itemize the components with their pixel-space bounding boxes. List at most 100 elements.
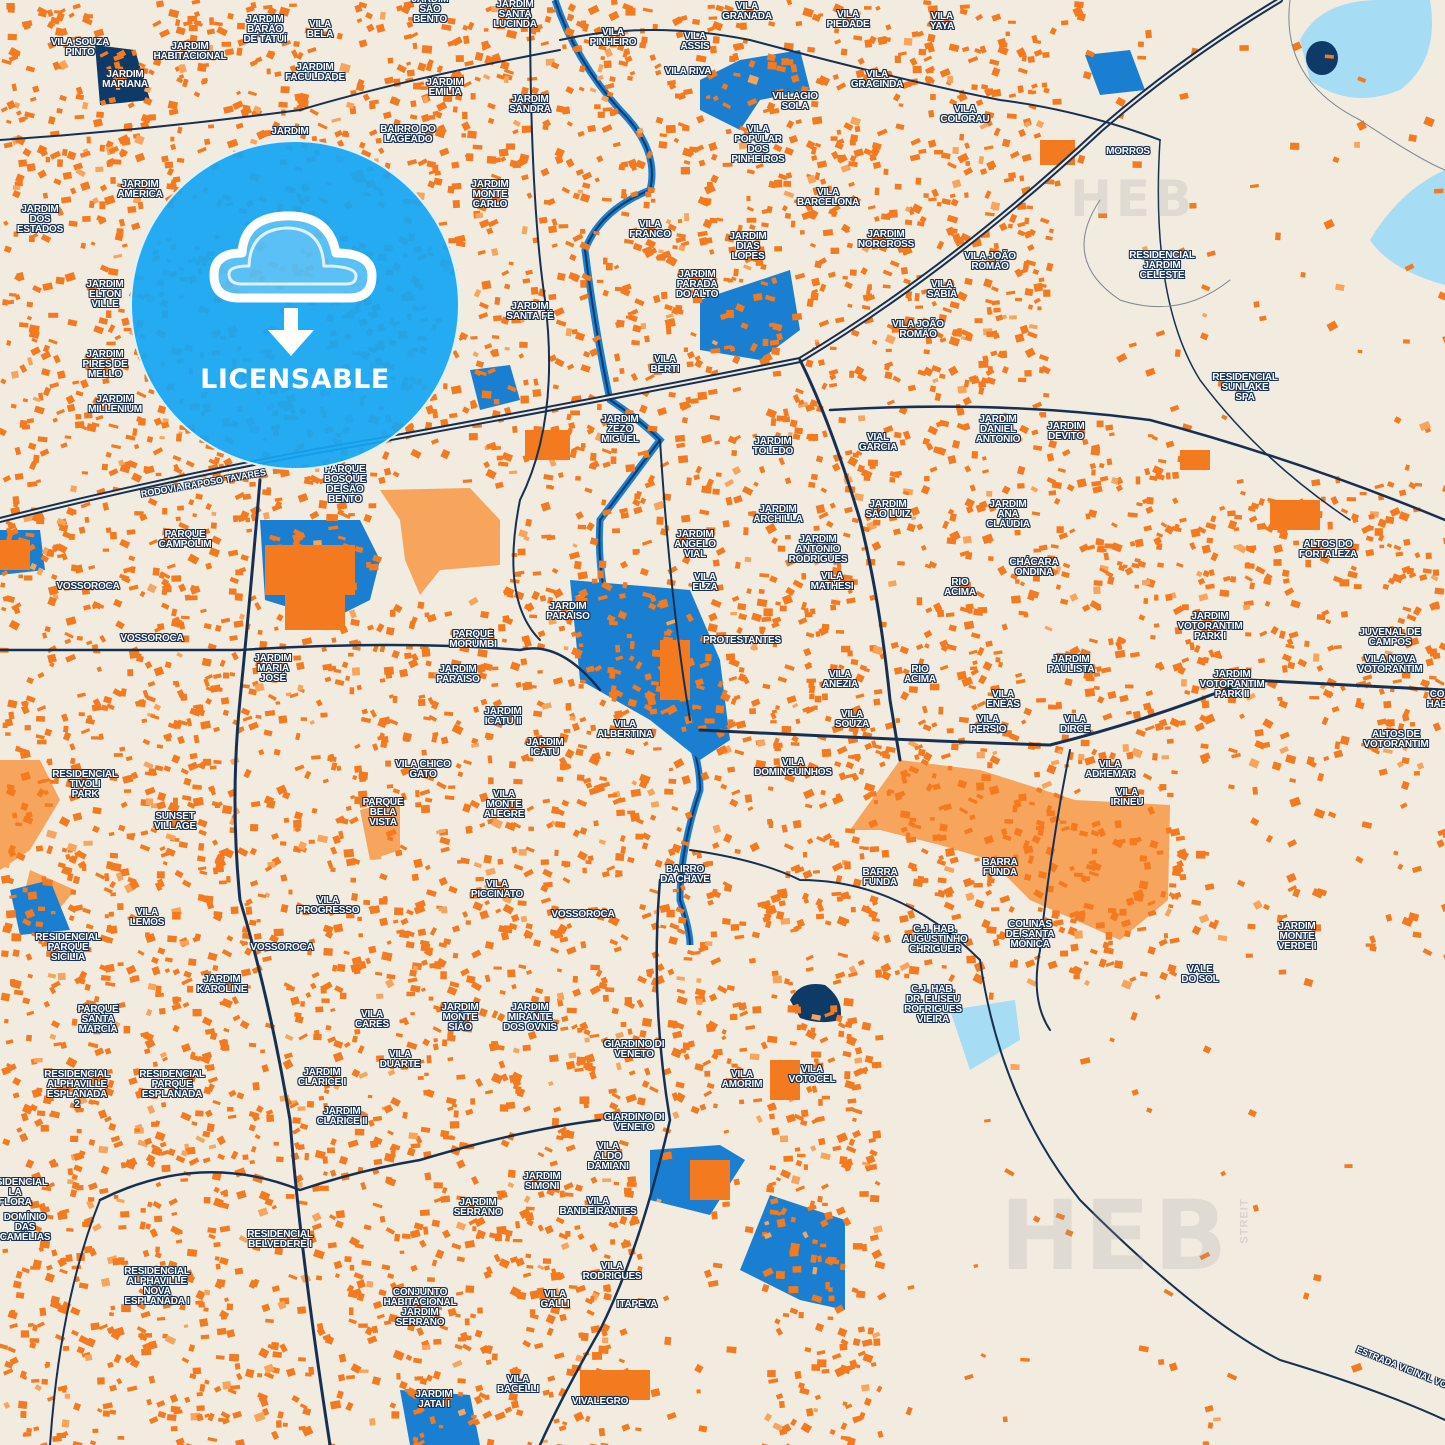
building [407,16,415,22]
building [802,788,815,800]
building [874,187,880,196]
building [849,370,855,378]
building [744,1226,754,1234]
building [1098,213,1108,219]
building [438,221,448,227]
building [626,1182,637,1187]
building [1411,865,1423,874]
building [224,1297,229,1303]
building [334,985,344,994]
building [590,452,597,462]
building [1175,247,1186,257]
building [383,467,392,476]
building [228,1089,237,1098]
building [1012,804,1018,813]
building [430,438,440,445]
building [1275,232,1281,241]
building [216,26,228,37]
building [599,776,608,782]
building [864,905,870,911]
building [572,192,580,200]
building [504,346,510,351]
building [1361,742,1366,747]
building [127,102,135,109]
building [315,1275,323,1281]
building [702,1059,712,1067]
building [1385,913,1393,922]
building [99,264,110,273]
building [735,720,747,729]
building [1052,98,1062,105]
building [982,661,993,672]
building [345,675,351,682]
building [771,347,781,356]
building [171,911,181,920]
building [792,819,802,829]
building [1127,787,1135,795]
building [600,55,606,61]
building [579,193,591,203]
building [763,608,773,617]
building [1006,113,1017,119]
building [1153,623,1160,628]
building [609,1101,619,1111]
building [1019,324,1029,335]
building [839,1343,848,1351]
building [467,21,475,31]
building [274,1247,284,1256]
building [973,1263,979,1269]
building [153,703,162,711]
building [1316,664,1324,672]
building [694,359,704,369]
building [847,303,853,308]
building [1039,217,1050,225]
building [199,1318,209,1327]
building [621,188,627,198]
building [86,136,91,144]
building [165,833,176,841]
building [1158,938,1168,947]
building [571,722,580,732]
building [147,497,158,507]
building [818,319,830,328]
building [15,822,23,827]
building [808,481,816,488]
building [70,889,77,895]
building [607,667,614,674]
building [134,1128,141,1132]
building [1196,570,1203,578]
building [1313,1273,1322,1282]
building [532,571,542,576]
building [612,141,621,148]
building [615,1031,624,1039]
building [893,666,903,675]
building [832,73,840,80]
building [880,962,892,973]
building [1033,282,1043,292]
building [511,316,522,324]
building [499,11,508,21]
building [8,619,21,631]
building [187,553,200,565]
building [294,1012,302,1018]
building [578,684,584,689]
building [36,788,45,798]
building [834,760,842,768]
building [836,896,843,902]
building [104,873,110,882]
building [802,851,808,858]
building [545,1314,556,1325]
building [512,1238,523,1243]
building [201,1016,213,1027]
building [257,893,267,898]
building [459,331,469,341]
building [363,1224,372,1231]
building [848,965,858,975]
building [1169,404,1180,413]
building [243,768,252,779]
building [1103,552,1110,561]
building [350,464,359,472]
building [510,913,520,923]
building [820,487,828,494]
